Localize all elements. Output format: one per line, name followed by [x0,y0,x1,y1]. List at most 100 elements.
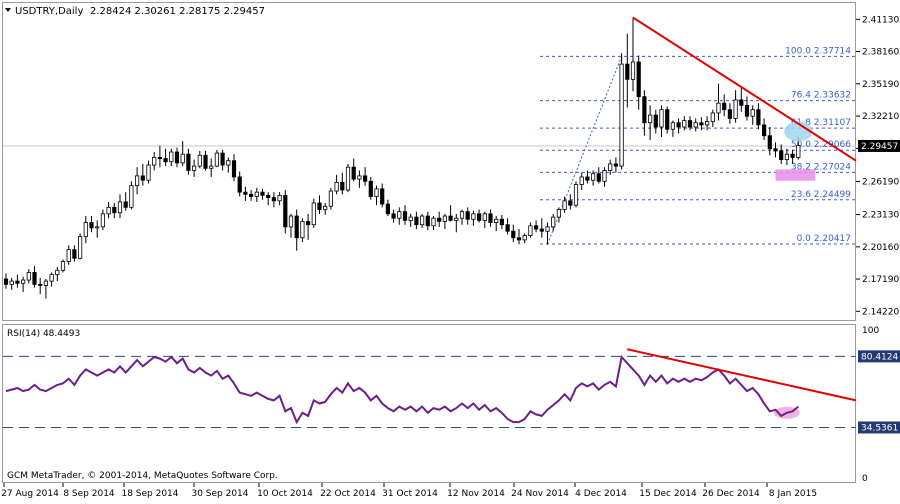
candle-body [505,224,510,232]
candle [556,207,562,223]
fib-level-label: 61.8 2.31107 [791,118,851,128]
candle [767,127,772,156]
candle [431,216,436,231]
candle [357,170,362,188]
candle [140,163,145,186]
price-panel-frame [2,2,856,321]
candle [43,278,49,299]
candle-body [796,145,801,158]
candle-body [705,121,710,126]
candle [254,187,259,202]
candle [368,176,373,200]
candle [591,170,596,186]
candle [693,118,698,132]
candle-body [408,216,413,221]
candle-body [630,61,636,80]
candle [739,87,744,112]
candle-body [237,176,242,193]
candle [402,205,408,225]
candle [117,194,123,219]
candle [340,172,345,195]
candle [653,109,658,134]
candle [277,192,282,206]
candle [283,189,288,234]
candle-body [608,163,613,171]
candle-body [305,221,311,226]
candle [670,120,676,137]
price-tick-label: 2.23130 [862,211,899,221]
candle-body [625,63,630,80]
price-tick-label: 2.20160 [862,243,899,253]
candle [248,189,254,201]
date-tick-label: 10 Oct 2014 [257,489,313,499]
candle [648,105,653,141]
candle-body [254,191,259,197]
candle-body [511,230,516,239]
candle [716,83,721,121]
price-tick-label: 2.26190 [862,177,899,187]
candle-body [3,278,9,285]
candle-body [328,190,334,207]
candle-body [157,157,162,159]
fib-level-label: 38.2 2.27024 [791,162,851,172]
candle-body [271,197,277,202]
candle [465,207,470,225]
candle-body [522,235,527,241]
rsi-scale-top: 100 [862,326,879,336]
support-zone-highlight [775,169,816,181]
candle [790,149,795,164]
candle [625,33,630,108]
symbol-dropdown-icon[interactable] [5,8,11,12]
candle [95,220,100,238]
candle [317,195,322,214]
candle [220,149,225,171]
fib-level-label: 50.0 2.29066 [791,140,851,150]
candle [266,192,271,206]
candle-body [448,215,453,221]
candle [528,222,533,238]
candle-body [340,181,345,191]
candle [146,160,151,184]
candle-body [283,195,288,228]
candle [773,142,778,158]
candle [516,229,522,245]
candle [710,109,715,128]
candle-body [32,272,37,285]
date-tick-label: 27 Aug 2014 [1,489,59,499]
candle [551,213,556,232]
candle [613,157,619,173]
candle [328,187,334,210]
candle-body [300,221,305,239]
candle-body [123,201,128,208]
candle [226,157,231,173]
fib-level-label: 23.6 2.24499 [791,190,851,200]
ohlc-values: 2.28424 2.30261 2.28175 2.29457 [90,6,265,17]
candle-body [380,188,385,205]
candle [38,277,43,295]
candle [89,216,94,233]
candle-body [534,225,539,230]
candle-body [482,213,487,221]
candle-body [72,249,77,259]
candle-body [562,200,567,210]
candle [705,116,710,131]
candle-body [277,195,282,202]
candle [169,148,174,167]
candle-body [710,112,715,123]
candle-body [488,213,493,223]
rsi-scale-bottom: 0 [862,474,868,484]
candle-body [38,283,43,286]
candle-body [152,157,157,166]
candle-body [180,153,185,164]
candle-body [494,218,499,223]
candle [397,207,402,225]
candle [562,196,567,213]
candle-body [100,213,105,228]
candle [545,222,550,245]
candle [55,267,60,282]
candle-body [642,96,647,124]
candle-body [568,200,573,206]
candle-body [431,217,436,227]
